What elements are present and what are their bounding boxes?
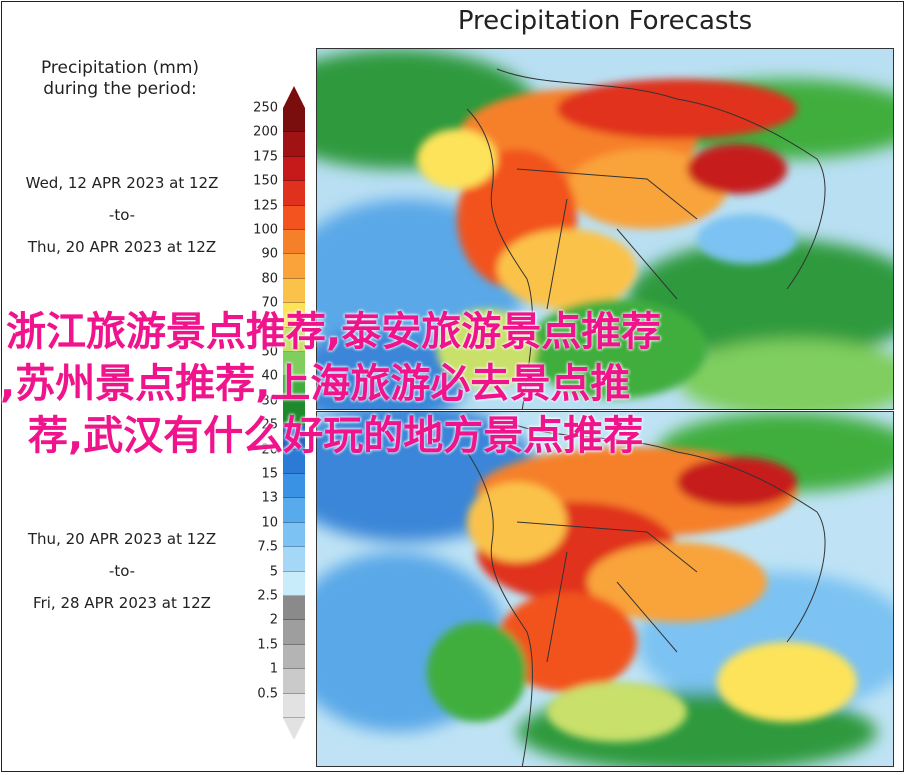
colorbar-tick-label: 30 [261, 393, 278, 409]
colorbar-tick-label: 10 [261, 515, 278, 531]
colorbar-tick-label: 13 [261, 490, 278, 506]
period-2-sep: -to- [108, 562, 136, 580]
colorbar-cell [283, 327, 305, 352]
colorbar-cell [283, 693, 305, 718]
colorbar-tick-label: 40 [261, 368, 278, 384]
period-1-end: Thu, 20 APR 2023 at 12Z [27, 238, 217, 256]
colorbar-cell [283, 278, 305, 304]
figure-title: Precipitation Forecasts [457, 6, 753, 36]
overlay-line-2: ,苏州景点推荐,上海旅游必去景点推 [0, 361, 631, 407]
colorbar-tick-label: 1 [269, 661, 278, 677]
colorbar-cell [283, 425, 305, 450]
colorbar-cell [283, 376, 305, 401]
colorbar-cell [283, 620, 305, 645]
colorbar-tick-label: 90 [261, 246, 278, 262]
period-2-label: Thu, 20 APR 2023 at 12Z -to- Fri, 28 APR… [4, 531, 240, 627]
period-2-end: Fri, 28 APR 2023 at 12Z [33, 594, 211, 612]
colorbar-cell [283, 156, 305, 182]
colorbar-cell [283, 644, 305, 670]
colorbar-tick-label: 200 [253, 124, 278, 140]
colorbar-tick-label: 125 [253, 198, 278, 214]
colorbar-top-arrow [283, 86, 305, 108]
colorbar-cell [283, 303, 305, 328]
colorbar-bottom-arrow [283, 718, 305, 740]
colorbar-cell [283, 400, 305, 426]
legend-title: Precipitation (mm) during the period: [10, 58, 230, 100]
map-bottom-svg [317, 412, 893, 766]
colorbar-tick-label: 20 [261, 442, 278, 458]
colorbar-cell [283, 108, 305, 133]
colorbar-tick-label: 70 [261, 295, 278, 311]
map-panel-period-2 [316, 411, 894, 767]
colorbar-tick-label: 7.5 [257, 539, 278, 555]
colorbar-tick-label: 5 [269, 564, 278, 580]
legend-title-line2: during the period: [43, 79, 197, 99]
colorbar-cell [283, 230, 305, 255]
colorbar-cell [283, 181, 305, 206]
colorbar-tick-label: 1.5 [257, 637, 278, 653]
map-top-svg [317, 49, 893, 409]
legend-title-line1: Precipitation (mm) [40, 58, 200, 78]
colorbar-tick-label: 25 [261, 417, 278, 433]
colorbar-tick-label: 50 [261, 344, 278, 360]
period-2-start: Thu, 20 APR 2023 at 12Z [27, 530, 217, 548]
colorbar-tick-label: 15 [261, 466, 278, 482]
colorbar-tick-label: 150 [253, 173, 278, 189]
overlay-line-3: 荐,武汉有什么好玩的地方景点推荐 [28, 413, 644, 459]
colorbar-tick-label: 60 [261, 320, 278, 336]
colorbar-tick-label: 2.5 [257, 588, 278, 604]
colorbar-cell [283, 474, 305, 499]
colorbar-cell [283, 352, 305, 377]
colorbar-cell [283, 132, 305, 157]
colorbar-tick-label: 175 [253, 149, 278, 165]
legend-colorbar [283, 86, 305, 740]
colorbar-cell [283, 205, 305, 230]
colorbar-cell [283, 571, 305, 596]
colorbar-tick-label: 80 [261, 271, 278, 287]
map-panel-period-1 [316, 48, 894, 410]
colorbar-tick-label: 100 [253, 222, 278, 238]
period-1-sep: -to- [108, 206, 136, 224]
colorbar-cell [283, 449, 305, 474]
colorbar-cell [283, 498, 305, 523]
colorbar-tick-label: 0.5 [257, 686, 278, 702]
colorbar-cell [283, 669, 305, 694]
colorbar-cell [283, 254, 305, 279]
colorbar-tick-label: 2 [269, 612, 278, 628]
colorbar-cell [283, 522, 305, 548]
period-1-label: Wed, 12 APR 2023 at 12Z -to- Thu, 20 APR… [4, 175, 240, 271]
colorbar-tick-label: 250 [253, 100, 278, 116]
period-1-start: Wed, 12 APR 2023 at 12Z [25, 174, 219, 192]
colorbar-cell [283, 547, 305, 572]
promo-overlay-text: 浙江旅游景点推荐,泰安旅游景点推荐 ,苏州景点推荐,上海旅游必去景点推 荐,武汉… [0, 306, 907, 462]
overlay-line-1: 浙江旅游景点推荐,泰安旅游景点推荐 [6, 309, 662, 355]
colorbar-cell [283, 596, 305, 621]
